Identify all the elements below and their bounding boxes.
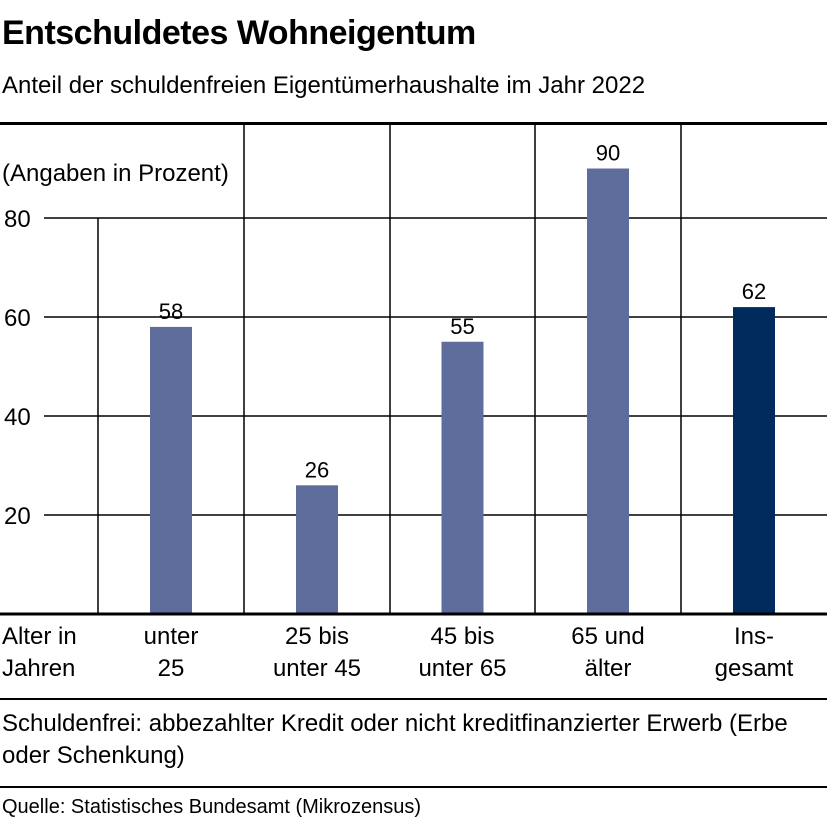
y-tick-label-20: 20 <box>4 503 31 530</box>
data-label-4: 62 <box>742 279 766 304</box>
x-tick-label-4-1: gesamt <box>715 655 794 682</box>
y-tick-label-80: 80 <box>4 206 31 233</box>
bar-0 <box>150 326 192 614</box>
bar-chart: 20 40 60 80 58 26 55 90 62 Alter in Jahren unter 25 2… <box>0 124 827 682</box>
source-text: Quelle: Statistisches Bundesamt (Mikroze… <box>2 796 422 818</box>
chart-note: Schuldenfrei: abbezahlter Kredit oder ni… <box>2 710 788 769</box>
bar-1 <box>296 485 338 614</box>
chart-subtitle: Anteil der schuldenfreien Eigentümerhaus… <box>2 72 646 99</box>
source-divider <box>0 786 827 788</box>
x-tick-label-0-0: unter <box>144 623 199 650</box>
x-tick-label-2-1: unter 65 <box>418 655 506 682</box>
data-label-1: 26 <box>305 457 329 482</box>
chart-title: Entschuldetes Wohneigentum <box>2 14 476 52</box>
y-tick-label-60: 60 <box>4 305 31 332</box>
data-label-3: 90 <box>596 141 620 166</box>
axis-label-divider <box>0 698 827 700</box>
x-tick-label-4-0: Ins- <box>734 623 774 650</box>
x-tick-label-3-0: 65 und <box>571 623 644 650</box>
x-tick-label-3-1: älter <box>585 655 632 682</box>
x-tick-label-2-0: 45 bis <box>430 623 494 650</box>
x-tick-label-1-1: unter 45 <box>273 655 361 682</box>
x-axis-title-line-0: Alter in <box>2 623 77 650</box>
top-divider <box>0 122 827 125</box>
x-axis-title-line-1: Jahren <box>2 655 75 682</box>
bar-3 <box>587 168 629 614</box>
data-label-0: 58 <box>159 299 183 324</box>
x-tick-label-0-1: 25 <box>158 655 185 682</box>
bar-2 <box>441 341 484 614</box>
unit-label: (Angaben in Prozent) <box>2 160 229 187</box>
y-tick-label-40: 40 <box>4 404 31 431</box>
bar-4 <box>733 307 775 614</box>
data-label-2: 55 <box>450 314 474 339</box>
x-tick-label-1-0: 25 bis <box>285 623 349 650</box>
